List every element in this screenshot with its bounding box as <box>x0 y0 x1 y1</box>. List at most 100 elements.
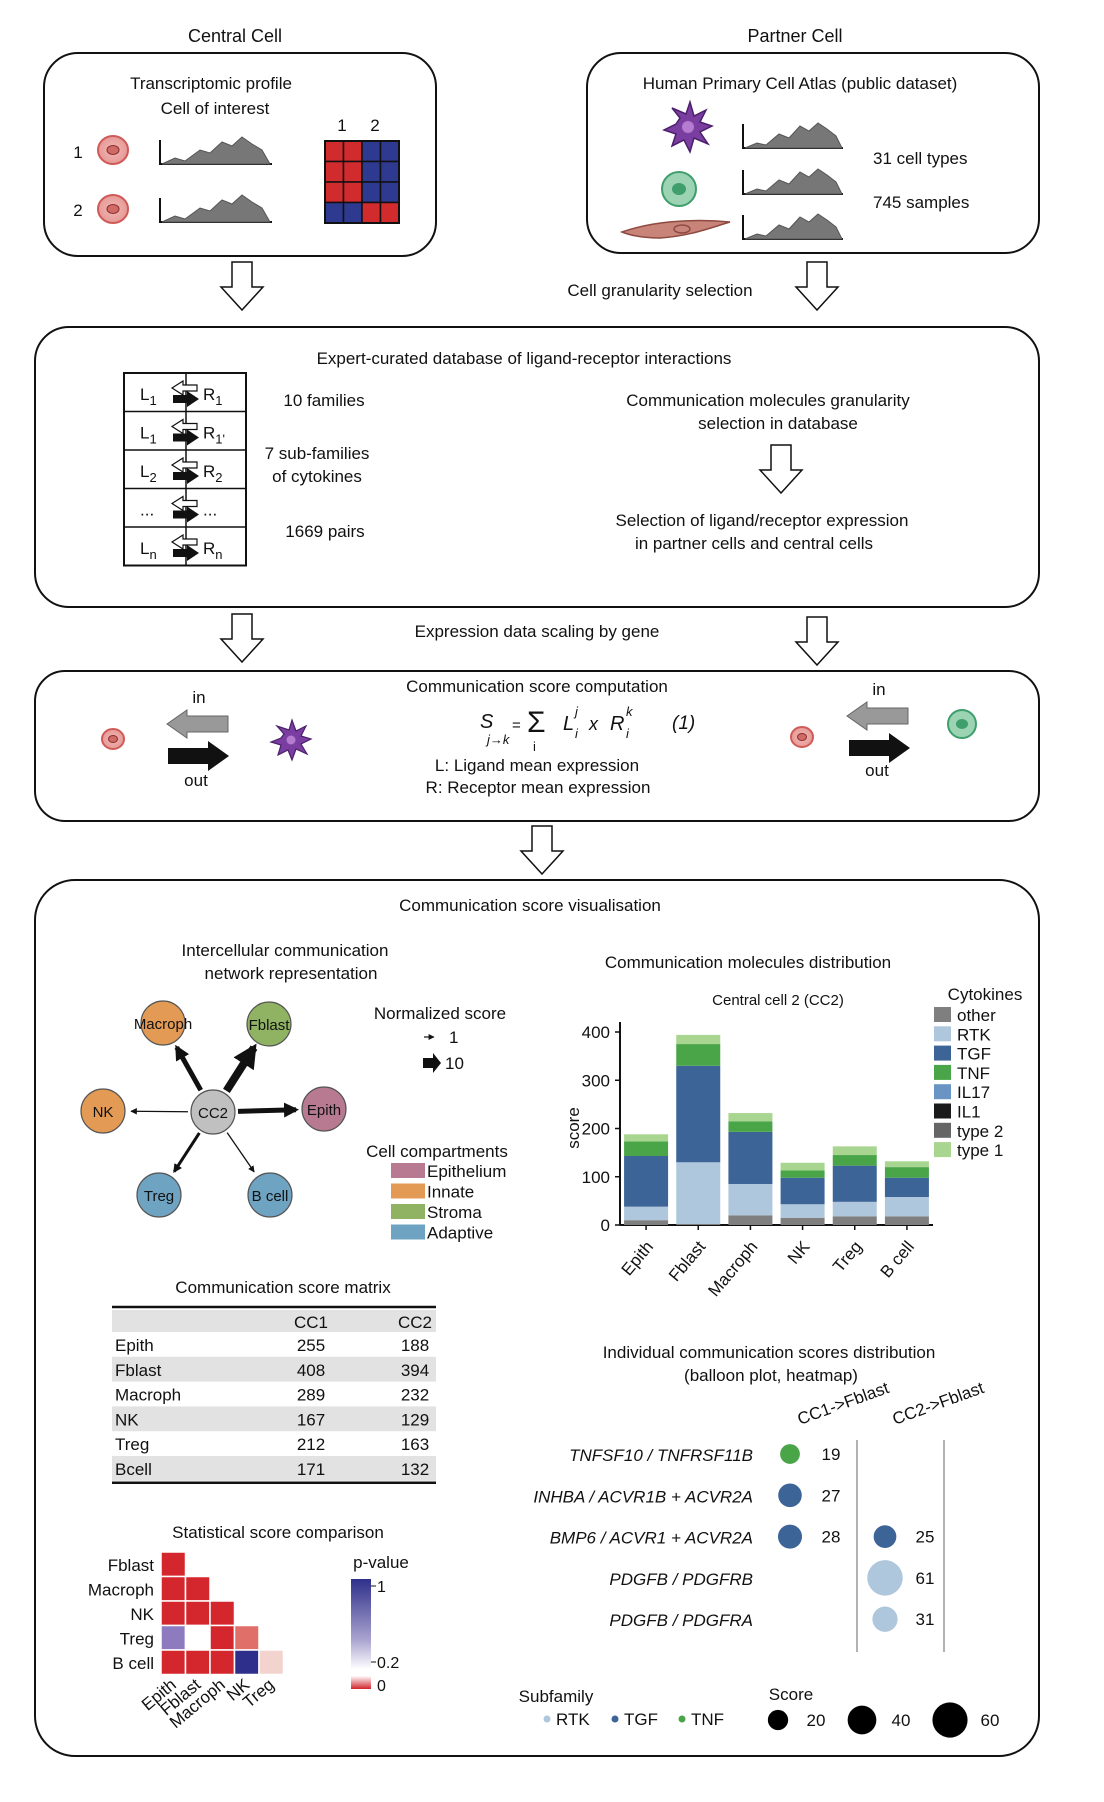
balloon-value: 19 <box>822 1445 841 1464</box>
granularity-label: Cell granularity selection <box>567 281 752 300</box>
score-formula: S j→k = Σ i L j i x R k i (1) <box>480 704 695 754</box>
central-cell-icon <box>790 726 814 748</box>
bar-segment-other <box>832 1216 877 1225</box>
chart-title: Central cell 2 (CC2) <box>712 992 844 1009</box>
legend-title: Cytokines <box>948 985 1023 1004</box>
legend-swatch <box>934 1026 951 1042</box>
edge-treg <box>173 1132 201 1174</box>
bar-segment-TGF <box>832 1165 877 1202</box>
cell-of-interest-label: Cell of interest <box>161 99 270 118</box>
subfamily-legend: RTK TGF TNF <box>543 1710 724 1729</box>
expression-heatmap <box>324 140 400 224</box>
legend-swatch <box>934 1122 951 1138</box>
pvalue-tick-1: 1 <box>377 1579 386 1596</box>
stat-cell <box>160 1551 187 1578</box>
stat-row-label: NK <box>130 1605 154 1624</box>
node-label: Fblast <box>249 1017 291 1034</box>
macrophage-cell-icon <box>269 718 313 762</box>
cell-types-count: 31 cell types <box>873 149 968 168</box>
fibroblast-cell-icon <box>619 219 731 239</box>
ligand-label: ... <box>140 501 154 520</box>
node-fblast <box>246 1001 292 1047</box>
matrix-row-bg <box>112 1406 436 1432</box>
heatmap-cell <box>361 181 382 204</box>
bar-segment-TGF <box>728 1131 773 1184</box>
matrix-cell-cc2: 394 <box>401 1361 429 1380</box>
subfamilies-label-2: of cytokines <box>272 467 362 486</box>
stat-cell <box>160 1575 187 1602</box>
bar-segment-TNF <box>676 1044 721 1066</box>
stat-cell <box>184 1575 211 1602</box>
score-size-label: 60 <box>981 1711 1000 1730</box>
bar-segment-RTK <box>676 1162 721 1225</box>
bar-segment-TNF <box>780 1170 825 1178</box>
lr-table-border <box>123 372 247 567</box>
receptor-label: Rn <box>203 539 223 562</box>
hollow-arrow-icon <box>519 825 565 876</box>
balloon-cc1 <box>777 1524 803 1549</box>
x-tick-label: Treg <box>829 1237 866 1276</box>
score-size-dot <box>932 1702 968 1738</box>
central-cell-icon <box>101 728 125 750</box>
compartment-swatch <box>391 1163 425 1178</box>
heatmap-cell <box>379 181 400 204</box>
bar-segment-RTK <box>728 1183 773 1216</box>
node-cc2 <box>190 1089 236 1135</box>
heatmap-cell <box>324 160 345 183</box>
ligand-description: L: Ligand mean expression <box>435 756 639 775</box>
hollow-arrow-icon <box>219 613 265 664</box>
stat-cell <box>160 1624 187 1651</box>
partner-cell-box <box>586 52 1040 254</box>
bar-segment-RTK <box>832 1201 877 1217</box>
network-title: Intercellular communication <box>182 941 389 960</box>
x-tick-label: NK <box>784 1237 814 1268</box>
receptor-label: ... <box>203 501 217 520</box>
forward-arrow-icon <box>173 468 199 484</box>
node-label: CC2 <box>198 1105 228 1122</box>
balloon-cc1 <box>778 1483 802 1508</box>
scaling-label: Expression data scaling by gene <box>415 622 660 641</box>
visualisation-title: Communication score visualisation <box>399 896 661 915</box>
legend-swatch <box>934 1084 951 1100</box>
node-epith <box>301 1086 347 1132</box>
node-label: NK <box>93 1104 114 1121</box>
matrix-cell-cc1: 289 <box>297 1386 325 1405</box>
x-tick-label: B cell <box>877 1237 918 1281</box>
matrix-cell-cc2: 163 <box>401 1435 429 1454</box>
comm-granularity-label: Communication molecules granularity <box>626 391 910 410</box>
balloon-value: 25 <box>916 1528 935 1547</box>
matrix-row-label: Macroph <box>115 1386 181 1405</box>
out-label: out <box>184 771 208 790</box>
green-cell-icon <box>661 171 697 207</box>
stat-cell <box>160 1600 187 1627</box>
families-label: 10 families <box>283 391 364 410</box>
legend-swatch <box>934 1103 951 1119</box>
matrix-cell-cc1: 408 <box>297 1361 325 1380</box>
heatmap-cell <box>342 160 363 183</box>
ligand-label: Ln <box>140 539 157 562</box>
matrix-cell-cc2: 129 <box>401 1410 429 1429</box>
reverse-arrow-icon <box>170 456 198 474</box>
comm-granularity-label-2: selection in database <box>698 414 858 433</box>
stat-cell <box>209 1649 236 1676</box>
svg-text:S: S <box>480 711 494 733</box>
bar-segment-TNF <box>728 1121 773 1132</box>
out-arrow-icon <box>168 741 229 771</box>
svg-text:=: = <box>512 717 521 734</box>
profile-2-icon <box>159 194 272 223</box>
y-tick-label: 300 <box>582 1071 610 1090</box>
balloon-row-label: PDGFB / PDGFRA <box>609 1611 753 1630</box>
score-size-label: 20 <box>807 1711 826 1730</box>
legend-swatch <box>934 1142 951 1158</box>
heatmap-cell <box>342 201 363 224</box>
hollow-arrow-icon <box>794 261 840 312</box>
green-cell-icon <box>947 709 977 739</box>
svg-text:j: j <box>573 704 579 719</box>
matrix-cell-cc1: 171 <box>297 1460 325 1479</box>
matrix-row-label: Bcell <box>115 1460 152 1479</box>
stat-row-label: B cell <box>112 1654 154 1673</box>
score-matrix-table: CC1 CC2 Epith 255 188 Fblast 408 394 Macroph 289 2… <box>112 1305 436 1485</box>
forward-arrow-icon <box>173 429 199 446</box>
